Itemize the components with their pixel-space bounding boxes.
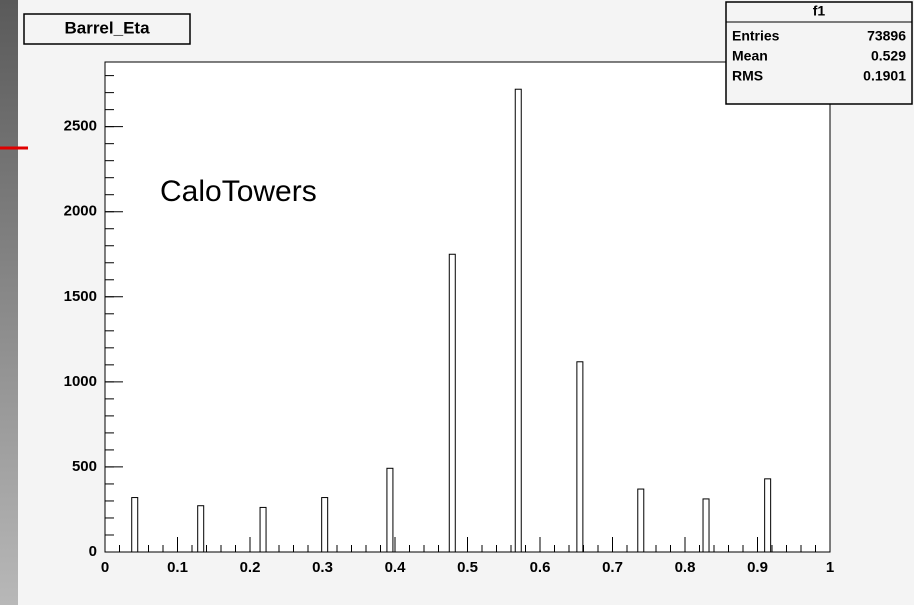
bar bbox=[386, 467, 394, 553]
y-tick-label: 1500 bbox=[64, 288, 97, 305]
stats-value: 0.1901 bbox=[863, 68, 906, 84]
stats-title: f1 bbox=[813, 3, 826, 19]
stats-value: 0.529 bbox=[871, 48, 906, 64]
bar bbox=[576, 361, 584, 553]
x-tick-label: 1 bbox=[826, 559, 834, 576]
stats-value: 73896 bbox=[867, 28, 906, 44]
title-box bbox=[23, 13, 191, 45]
bar bbox=[197, 505, 205, 553]
bar bbox=[448, 253, 456, 553]
y-tick-label: 1000 bbox=[64, 373, 97, 390]
bar bbox=[702, 498, 710, 553]
x-tick-label: 0.7 bbox=[602, 559, 623, 576]
stats-label: RMS bbox=[732, 68, 763, 84]
bar bbox=[131, 497, 139, 553]
stats-label: Entries bbox=[732, 28, 780, 44]
y-tick-label: 2000 bbox=[64, 203, 97, 220]
x-tick-label: 0.6 bbox=[530, 559, 551, 576]
x-tick-label: 0.1 bbox=[167, 559, 188, 576]
y-tick-label: 2500 bbox=[64, 118, 97, 135]
plot-frame bbox=[104, 61, 831, 553]
x-tick-label: 0.5 bbox=[457, 559, 478, 576]
bar bbox=[259, 506, 267, 553]
stats-frame bbox=[725, 1, 913, 105]
bar bbox=[764, 478, 772, 553]
x-tick-label: 0.3 bbox=[312, 559, 333, 576]
chart-title: Barrel_Eta bbox=[64, 18, 150, 37]
x-tick-label: 0.9 bbox=[747, 559, 768, 576]
y-tick-label: 500 bbox=[72, 458, 97, 475]
annotation: CaloTowers bbox=[160, 175, 317, 208]
x-tick-label: 0 bbox=[101, 559, 109, 576]
bar bbox=[637, 488, 645, 553]
x-tick-label: 0.8 bbox=[675, 559, 696, 576]
stats-box: f1 bbox=[725, 1, 913, 105]
y-tick-label: 0 bbox=[89, 543, 97, 560]
bar bbox=[514, 88, 522, 553]
x-tick-label: 0.4 bbox=[385, 559, 407, 576]
x-tick-label: 0.2 bbox=[240, 559, 261, 576]
stats-label: Mean bbox=[732, 48, 768, 64]
bar bbox=[321, 497, 329, 553]
